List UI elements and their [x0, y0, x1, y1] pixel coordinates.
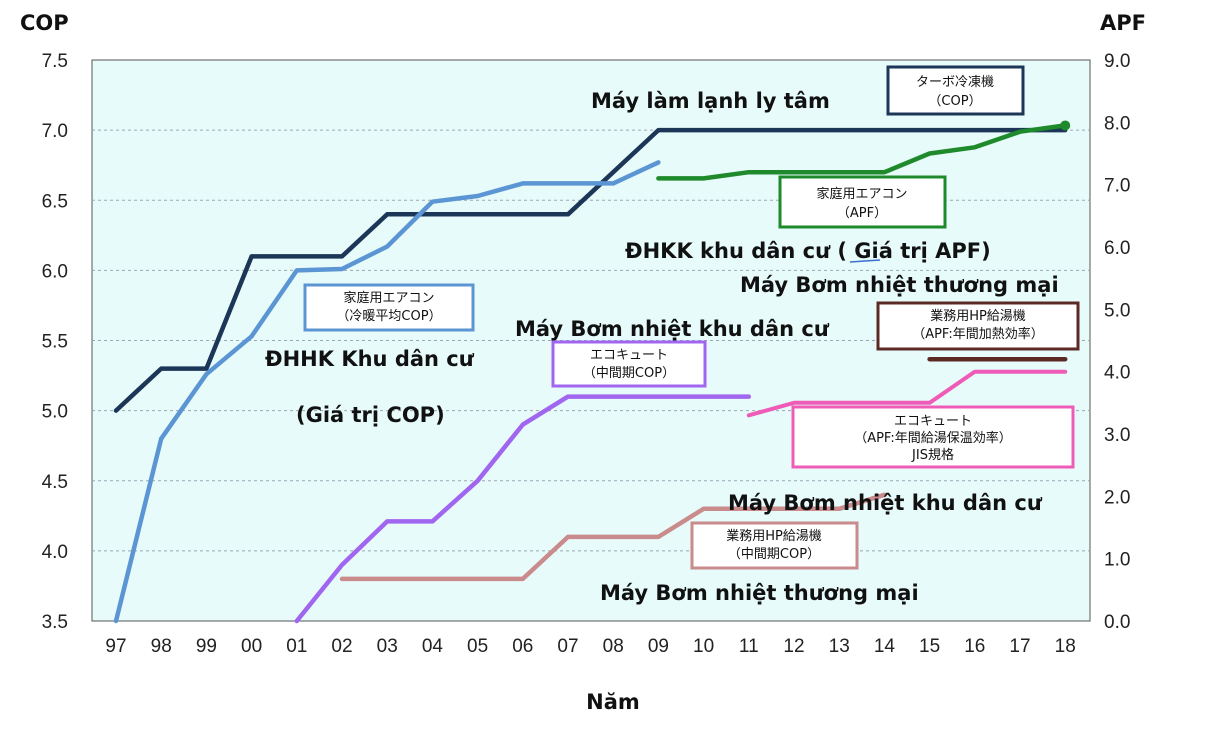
series-line-0: [113, 127, 1068, 413]
series-endpoint: [1060, 120, 1071, 131]
right-axis: 0.0 1.0 2.0 3.0 4.0 5.0 6.0 7.0 8.0 9.0: [1104, 51, 1130, 633]
x-tick-label: 97: [105, 636, 126, 657]
x-tick-label: 03: [377, 636, 398, 657]
left-tick-label: 3.5: [42, 612, 68, 633]
annotation-residential-ac-apf: ĐHKK khu dân cư ( Giá trị APF): [625, 239, 991, 263]
right-tick-label: 3.0: [1104, 425, 1130, 446]
x-tick-label: 17: [1009, 636, 1030, 657]
label-box-line: （APF:年間加熱効率）: [912, 326, 1044, 342]
label-box-line: JIS規格: [911, 447, 954, 463]
annotation-cop-value: (Giá trị COP): [296, 403, 445, 427]
label-box-line: 家庭用エアコン: [343, 290, 434, 306]
x-tick-label: 16: [964, 636, 985, 657]
label-box-commercial-hp-cop: 業務用HP給湯機 （中間期COP）: [690, 521, 859, 570]
annotation-commercial-hp-upper: Máy Bơm nhiệt thương mại: [740, 273, 1059, 297]
label-box-commercial-hp-apf: 業務用HP給湯機 （APF:年間加熱効率）: [876, 301, 1080, 351]
x-tick-label: 15: [919, 636, 940, 657]
x-tick-label: 13: [829, 636, 850, 657]
x-tick-label: 02: [331, 636, 352, 657]
x-tick-label: 98: [151, 636, 172, 657]
x-tick-label: 05: [467, 636, 488, 657]
label-box-line: 業務用HP給湯機: [930, 308, 1026, 324]
annotation-commercial-hp-lower: Máy Bơm nhiệt thương mại: [600, 581, 919, 605]
x-tick-label: 01: [286, 636, 307, 657]
right-tick-label: 5.0: [1104, 300, 1130, 321]
x-tick-label: 00: [241, 636, 262, 657]
annotation-residential-hp-upper: Máy Bơm nhiệt khu dân cư: [515, 317, 830, 341]
x-tick-label: 11: [739, 636, 759, 657]
left-axis-title: COP: [20, 11, 69, 35]
left-tick-label: 6.0: [42, 261, 68, 282]
left-tick-label: 7.5: [42, 51, 68, 72]
label-box-residential-ac-cop: 家庭用エアコン （冷暖平均COP）: [303, 283, 475, 332]
x-tick-label: 04: [422, 636, 444, 657]
annotation-centrifugal-chiller: Máy làm lạnh ly tâm: [591, 89, 830, 113]
right-tick-label: 8.0: [1104, 113, 1130, 134]
right-tick-label: 4.0: [1104, 363, 1130, 384]
label-box-line: （APF）: [837, 206, 887, 221]
x-axis-title: Năm: [586, 690, 640, 714]
label-box-ecocute-apf: エコキュート （APF:年間給湯保温効率） JIS規格: [791, 405, 1075, 469]
x-tick-label: 14: [874, 636, 896, 657]
annotation-residential-ac-cop: ĐHHK Khu dân cư: [265, 347, 475, 371]
label-box-line: （冷暖平均COP）: [336, 309, 441, 324]
left-axis: 3.5 4.0 4.5 5.0 5.5 6.0 6.5 7.0 7.5: [42, 51, 68, 633]
label-box-turbo-chiller: ターボ冷凍機 （COP）: [886, 65, 1025, 116]
series-line-5: [339, 492, 887, 582]
left-tick-label: 5.0: [42, 402, 68, 423]
right-tick-label: 2.0: [1104, 487, 1130, 508]
x-tick-label: 12: [783, 636, 804, 657]
x-axis: 97 98 99 00 01 02 03 04 05 06 07 08 09 10 11 12 13 14 15 16…: [105, 636, 1075, 657]
right-tick-label: 9.0: [1104, 51, 1130, 72]
left-tick-label: 5.5: [42, 332, 68, 353]
left-tick-label: 4.0: [42, 542, 68, 563]
series-line-3: [294, 394, 752, 624]
series-line-2: [656, 123, 1068, 181]
right-tick-label: 1.0: [1104, 550, 1130, 571]
label-box-residential-ac-apf: 家庭用エアコン （APF）: [778, 175, 947, 229]
label-box-line: エコキュート: [590, 348, 668, 363]
label-box-ecocute-cop: エコキュート （中間期COP）: [551, 340, 707, 388]
x-tick-label: 07: [557, 636, 578, 657]
annotation-residential-hp-lower: Máy Bơm nhiệt khu dân cư: [728, 491, 1043, 515]
label-box-line: 家庭用エアコン: [816, 186, 907, 202]
right-tick-label: 7.0: [1104, 176, 1130, 197]
label-box-line: 業務用HP給湯機: [726, 528, 822, 544]
left-tick-label: 7.0: [42, 121, 68, 142]
label-box-line: ターボ冷凍機: [916, 74, 994, 90]
right-axis-title: APF: [1100, 11, 1146, 35]
x-tick-label: 10: [693, 636, 714, 657]
x-tick-label: 06: [512, 636, 533, 657]
label-box-line: エコキュート: [894, 414, 972, 429]
label-box-line: （COP）: [928, 94, 981, 109]
left-tick-label: 6.5: [42, 191, 68, 212]
x-tick-label: 09: [648, 636, 669, 657]
label-box-line: （APF:年間給湯保温効率）: [854, 430, 1012, 446]
series-line-1: [113, 160, 661, 624]
x-tick-label: 99: [196, 636, 217, 657]
right-tick-label: 6.0: [1104, 238, 1130, 259]
x-tick-label: 18: [1055, 636, 1076, 657]
x-tick-label: 08: [603, 636, 624, 657]
label-box-line: （中間期COP）: [728, 547, 820, 562]
label-box-line: （中間期COP）: [583, 366, 675, 381]
annotation-underline: [849, 259, 881, 263]
series-line-4: [746, 369, 1068, 418]
series-group: [113, 120, 1071, 624]
left-tick-label: 4.5: [42, 472, 68, 493]
right-tick-label: 0.0: [1104, 612, 1130, 633]
